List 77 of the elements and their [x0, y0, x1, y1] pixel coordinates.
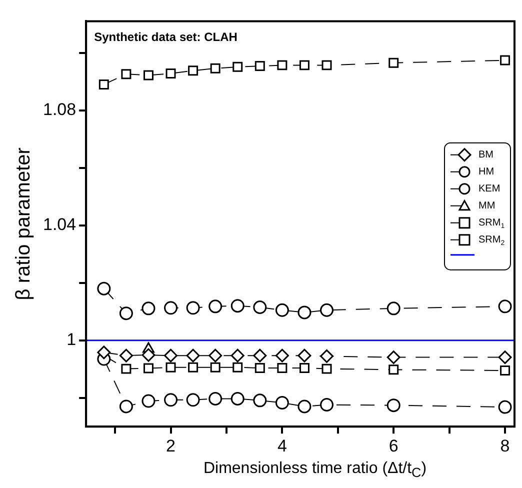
point	[322, 364, 332, 374]
text: Synthetic data set: CLAH	[94, 30, 238, 44]
point	[275, 396, 289, 410]
point	[186, 301, 200, 315]
point	[498, 350, 512, 364]
legend-label: HM	[478, 166, 494, 178]
point	[386, 398, 400, 412]
y-tick-label: 1	[66, 330, 76, 350]
point	[277, 362, 288, 373]
point	[386, 302, 400, 316]
point	[186, 348, 200, 362]
point	[142, 302, 156, 316]
point	[98, 79, 109, 90]
point	[298, 348, 312, 362]
point	[208, 348, 222, 362]
point	[299, 362, 310, 373]
x-tick-label: 2	[166, 436, 176, 456]
point	[500, 55, 510, 66]
point	[208, 300, 222, 314]
point	[142, 348, 156, 362]
x-tick-label: 8	[500, 436, 510, 456]
point	[186, 393, 200, 407]
point	[164, 393, 178, 407]
point	[166, 68, 176, 79]
y-tick-label: 1.04	[42, 215, 76, 234]
point	[119, 400, 133, 414]
point	[210, 362, 220, 372]
point	[143, 363, 154, 374]
point	[254, 61, 265, 72]
point	[119, 306, 133, 320]
point	[253, 348, 267, 362]
y-axis-title: β ratio parameter	[12, 147, 35, 300]
x-axis-title: Dimensionless time ratio (Δt/t$_{C}$)	[202, 460, 428, 480]
point	[298, 306, 312, 320]
point	[142, 394, 156, 408]
point	[230, 348, 244, 362]
point	[500, 366, 510, 376]
point	[188, 66, 198, 76]
point	[275, 348, 289, 362]
point	[188, 362, 198, 372]
point	[254, 362, 265, 373]
point	[320, 349, 334, 363]
y-tick-label: 1.08	[42, 100, 76, 120]
point	[97, 282, 111, 296]
point	[143, 70, 154, 80]
point	[498, 300, 512, 314]
point	[298, 400, 312, 414]
x-tick-label: 4	[277, 436, 287, 456]
point	[121, 69, 132, 80]
point	[388, 364, 399, 375]
x-tick-label: 6	[388, 436, 398, 456]
point	[320, 303, 334, 317]
point	[386, 350, 400, 364]
point	[164, 348, 178, 362]
legend-label: BM	[478, 150, 494, 161]
point	[253, 300, 267, 314]
legend-label: MM	[478, 200, 496, 212]
point	[275, 303, 289, 317]
point	[388, 58, 399, 68]
point	[232, 62, 243, 72]
point	[322, 60, 332, 70]
point	[119, 348, 133, 362]
point	[208, 392, 222, 406]
point	[97, 346, 111, 360]
point	[230, 392, 244, 406]
point	[230, 299, 244, 313]
point	[277, 60, 288, 70]
point	[121, 364, 132, 374]
point	[299, 60, 310, 70]
point	[253, 394, 267, 408]
legend-label: KEM	[478, 184, 500, 195]
point	[232, 362, 243, 372]
point	[498, 400, 512, 414]
point	[320, 398, 334, 412]
point	[164, 301, 178, 315]
point	[210, 63, 220, 74]
point	[166, 362, 176, 372]
